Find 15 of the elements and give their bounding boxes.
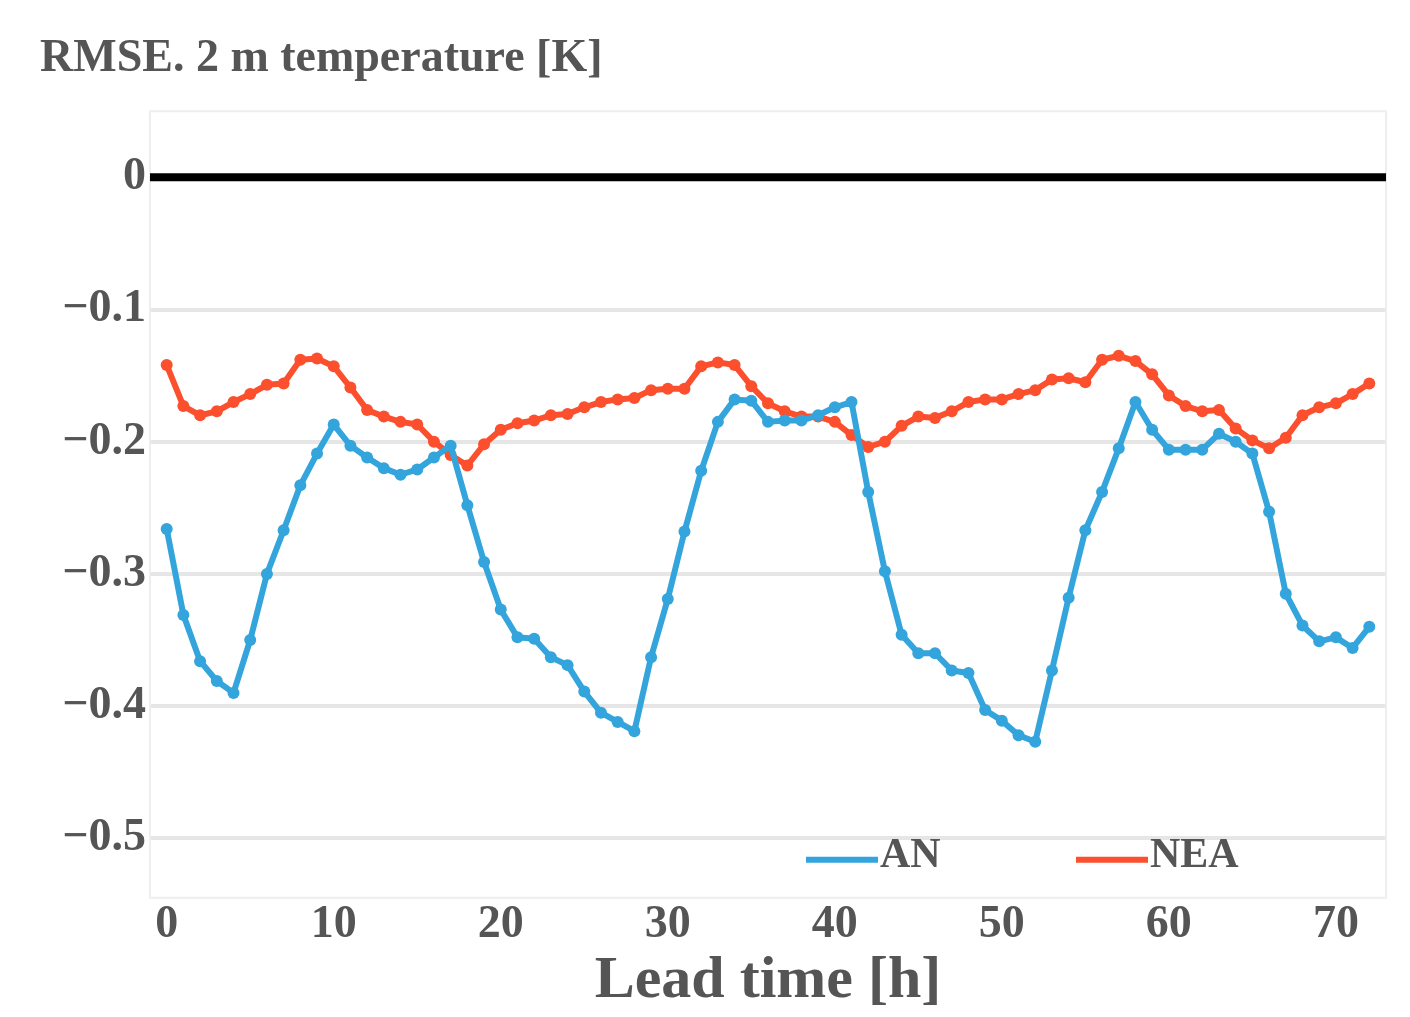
x-tick-label: 60 xyxy=(1145,896,1192,948)
y-tick-label: −0.5 xyxy=(62,809,146,861)
x-tick-label: 0 xyxy=(155,896,179,948)
x-tick-label: 50 xyxy=(978,896,1025,948)
y-tick-label: 0 xyxy=(123,148,146,200)
y-tick-label: −0.2 xyxy=(62,412,146,464)
y-tick-label: −0.3 xyxy=(62,544,146,596)
legend-label: NEA xyxy=(1150,829,1240,876)
x-tick-label: 20 xyxy=(477,896,524,948)
chart-title: RMSE. 2 m temperature [K] xyxy=(40,30,603,82)
y-tick-label: −0.4 xyxy=(62,677,146,728)
y-tick-label: −0.1 xyxy=(62,280,146,332)
x-tick-label: 10 xyxy=(310,896,357,948)
legend-label: AN xyxy=(880,829,941,876)
x-tick-label: 70 xyxy=(1312,896,1359,948)
